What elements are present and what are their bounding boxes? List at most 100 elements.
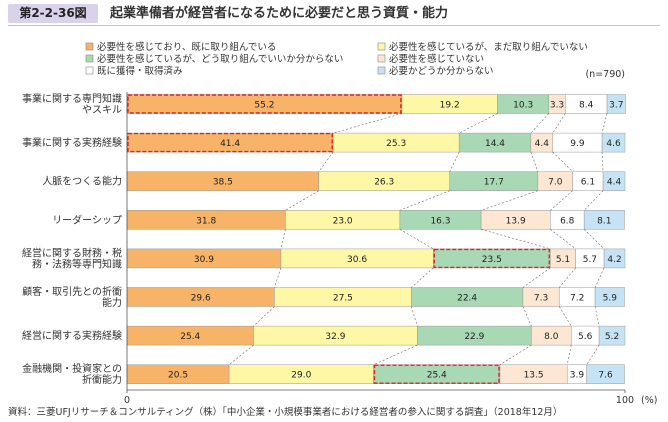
bar-segment — [583, 210, 625, 230]
data-label: 7.3 — [534, 294, 548, 304]
category-label: 経営に関する実務経験 — [22, 329, 122, 342]
data-label: 3.3 — [550, 101, 564, 111]
header-rule — [8, 25, 660, 26]
data-label: 4.4 — [535, 139, 550, 149]
bar-segment — [601, 132, 626, 153]
data-label: 38.5 — [213, 178, 233, 188]
source-note: 資料：三菱UFJリサーチ＆コンサルティング（株）「中小企業・小規模事業者における… — [8, 407, 563, 418]
connector-line — [274, 267, 282, 288]
legend-swatch — [377, 66, 386, 75]
data-label: 5.1 — [556, 255, 570, 265]
data-label: 8.4 — [579, 101, 594, 111]
connector-line — [522, 306, 532, 327]
legend-label: 既に獲得・取得済み — [97, 65, 183, 77]
data-label: 23.5 — [482, 255, 502, 265]
connector-line — [594, 306, 600, 327]
category-label: 顧客・取引先との折衝能力 — [22, 285, 122, 309]
category-label: 事業に関する専門知識やスキル — [22, 92, 122, 116]
data-label: 19.2 — [440, 101, 460, 111]
connector-line — [411, 306, 418, 327]
data-label: 30.9 — [194, 255, 214, 265]
connector-line — [583, 190, 604, 211]
bar-segment — [602, 171, 626, 191]
connector-line — [530, 113, 550, 134]
connector-line — [459, 113, 498, 134]
connector-line — [399, 190, 450, 211]
connector-line — [480, 229, 551, 250]
highlight-box — [433, 248, 550, 269]
data-label: 25.4 — [180, 332, 200, 342]
legend-label: 必要性を感じていない — [389, 53, 484, 65]
data-label: 16.3 — [430, 216, 450, 226]
figure-title: 起業準備者が経営者になるために必要だと思う資質・能力 — [110, 6, 449, 21]
connector-line — [601, 113, 608, 134]
data-label: 30.6 — [347, 255, 367, 265]
data-label: 4.6 — [606, 139, 621, 149]
connector-line — [559, 306, 572, 327]
data-label: 6.1 — [581, 178, 595, 188]
connector-line — [601, 152, 604, 172]
connector-line — [552, 113, 566, 134]
data-label: 8.1 — [597, 216, 611, 226]
data-label: 3.9 — [570, 371, 585, 381]
bar-segment — [598, 325, 626, 346]
figure-header: 第2-2-36図 起業準備者が経営者になるために必要だと思う資質・能力 — [0, 0, 668, 26]
connector-line — [499, 344, 532, 365]
highlight-box — [373, 364, 500, 384]
legend-swatch — [377, 54, 386, 63]
data-label: 22.9 — [464, 332, 484, 342]
connector-line — [550, 190, 573, 211]
connector-line — [228, 344, 254, 365]
highlight-box — [127, 94, 402, 114]
data-label: 5.9 — [603, 294, 618, 304]
data-label: 31.8 — [196, 216, 216, 226]
data-label: 13.5 — [524, 371, 544, 381]
data-label: 26.3 — [374, 178, 394, 188]
data-label: 5.6 — [578, 332, 593, 342]
data-label: 5.2 — [605, 332, 619, 342]
x-tick-label: 0 — [124, 395, 130, 406]
data-label: 7.2 — [570, 294, 584, 304]
data-label: 23.0 — [333, 216, 353, 226]
bar-segment — [603, 248, 626, 269]
legend-label: 必要かどうか分からない — [389, 65, 494, 77]
figure-number: 第2-2-36図 — [8, 4, 98, 23]
connector-line — [480, 190, 538, 211]
connector-line — [559, 267, 576, 288]
sample-size-note: (n=790) — [585, 69, 625, 80]
legend-swatch — [85, 42, 94, 51]
connector-line — [583, 229, 605, 250]
connector-line — [285, 190, 319, 211]
connector-line — [373, 344, 418, 365]
x-tick-label: 100 — [616, 395, 634, 406]
data-label: 32.9 — [325, 332, 345, 342]
data-label: 20.5 — [168, 371, 188, 381]
data-label: 29.6 — [191, 294, 211, 304]
connector-line — [566, 345, 572, 365]
data-label: 27.5 — [333, 294, 353, 304]
connector-line — [594, 267, 605, 288]
data-label: 3.7 — [609, 101, 623, 111]
data-label: 7.0 — [548, 178, 563, 188]
connector-line — [333, 113, 402, 134]
legend-swatch — [85, 54, 94, 63]
connector-line — [522, 267, 551, 288]
legend-label: 必要性を感じているが、まだ取り組んでいない — [389, 41, 588, 53]
data-label: 55.2 — [254, 101, 274, 111]
connector-line — [411, 267, 434, 288]
data-label: 22.4 — [457, 294, 477, 304]
data-label: 13.9 — [506, 216, 526, 226]
legend-swatch — [377, 42, 386, 51]
connector-line — [449, 151, 460, 172]
data-label: 14.4 — [485, 139, 505, 149]
connector-line — [253, 306, 275, 327]
category-label: 事業に関する実務経験 — [22, 136, 122, 149]
data-label: 8.0 — [544, 332, 559, 342]
data-label: 9.9 — [570, 139, 585, 149]
bar-segment — [606, 94, 626, 114]
highlight-box — [127, 132, 333, 153]
data-label: 17.7 — [484, 178, 504, 188]
data-label: 6.8 — [560, 216, 575, 226]
data-label: 4.2 — [607, 255, 621, 265]
